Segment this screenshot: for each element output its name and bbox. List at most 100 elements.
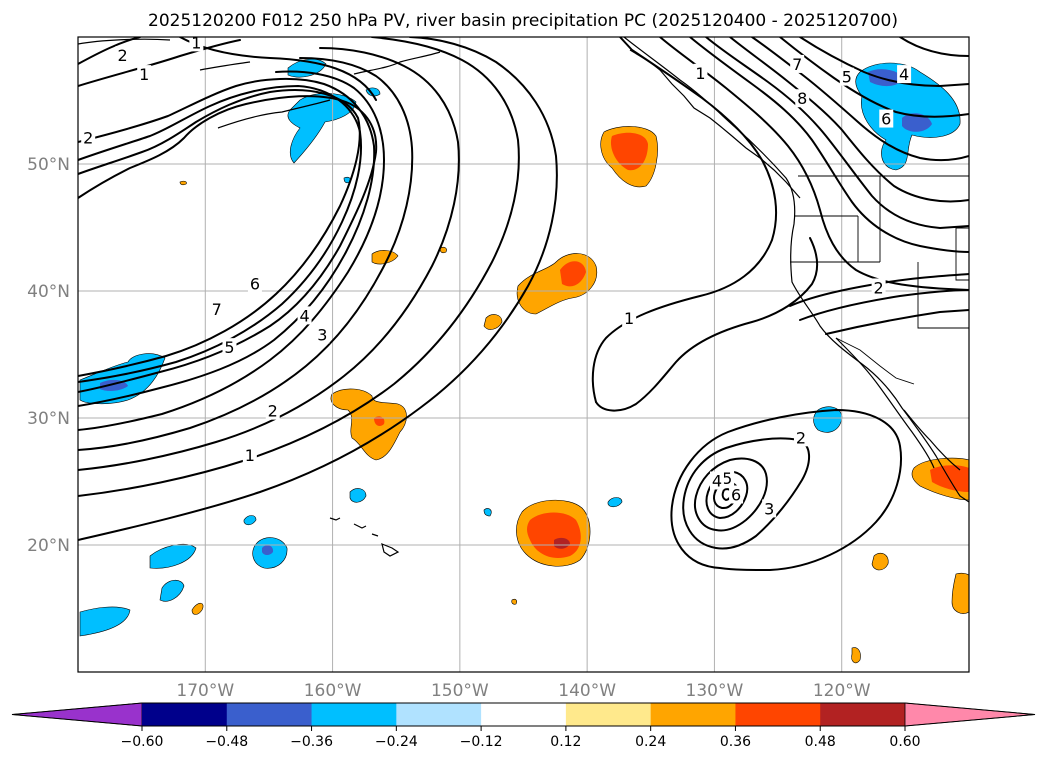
precip-negative-region bbox=[607, 497, 623, 508]
colorbar-extend-min bbox=[11, 702, 143, 727]
pv-contour-line bbox=[779, 37, 969, 118]
contour-label-bg bbox=[81, 128, 96, 147]
pv-contour-line bbox=[78, 47, 460, 471]
pv-contour-label: 8 bbox=[797, 89, 807, 108]
colorbar-tick-label: −0.24 bbox=[375, 734, 418, 750]
pv-contour-line bbox=[78, 85, 363, 383]
pv-contour-line bbox=[670, 409, 902, 571]
pv-contour-label: 4 bbox=[299, 306, 309, 325]
pv-contour-line bbox=[78, 37, 520, 497]
colorbar-tick-label: −0.48 bbox=[205, 734, 248, 750]
lat-axis-labels: 20°N 30°N 40°N 50°N bbox=[27, 155, 70, 556]
colorbar-tick-label: 0.36 bbox=[720, 734, 751, 750]
colorbar-segment bbox=[820, 703, 906, 726]
precip-positive-region bbox=[330, 388, 407, 461]
colorbar-segment bbox=[311, 703, 397, 726]
precip-positive-core bbox=[560, 261, 586, 287]
colorbar-tick-label: −0.60 bbox=[121, 734, 164, 750]
pv-contour-line bbox=[659, 37, 969, 291]
pv-contour-line bbox=[705, 37, 969, 229]
contour-label-bg bbox=[297, 306, 312, 325]
contour-label-bg bbox=[137, 65, 152, 84]
colorbar-segment bbox=[565, 703, 652, 726]
contour-label-bg bbox=[839, 67, 854, 86]
precip-negative-region bbox=[79, 606, 131, 637]
contour-label-bg bbox=[729, 485, 744, 504]
us-state-borders bbox=[790, 176, 969, 329]
pv-contour-label: 6 bbox=[881, 110, 891, 129]
figure-title: 2025120200 F012 250 hPa PV, river basin … bbox=[148, 11, 898, 31]
pv-contour-label: 2 bbox=[117, 46, 127, 65]
lat-tick-label: 30°N bbox=[27, 409, 70, 429]
island-chain bbox=[329, 517, 400, 557]
precip-positive-deep bbox=[554, 537, 570, 549]
lon-tick-label: 170°W bbox=[176, 681, 234, 701]
pv-contour-line bbox=[751, 37, 969, 162]
precip-positive-region bbox=[371, 250, 399, 265]
contour-label-bg bbox=[315, 325, 330, 344]
colorbar-tick-label: 0.60 bbox=[889, 734, 920, 750]
lon-axis-labels: 170°W 160°W 150°W 140°W 130°W 120°W bbox=[176, 681, 870, 701]
pv-contour-line bbox=[899, 37, 969, 57]
pv-contour-line bbox=[799, 289, 969, 321]
pv-contour-label: 2 bbox=[268, 402, 278, 421]
contour-label-bg bbox=[709, 471, 724, 490]
precip-positive-region bbox=[439, 246, 447, 254]
pv-contour-label: 1 bbox=[695, 64, 705, 83]
lat-tick-label: 50°N bbox=[27, 155, 70, 175]
colorbar: −0.60 −0.48 −0.36 −0.24 −0.12 0.12 0.24 0.36 0.4… bbox=[11, 702, 1036, 750]
contour-label-bg bbox=[897, 65, 912, 84]
pv-contour-label: 2 bbox=[796, 428, 806, 447]
precip-negative-region bbox=[159, 579, 185, 602]
map-frame bbox=[77, 36, 970, 673]
lon-tick-label: 140°W bbox=[558, 681, 616, 701]
contour-label-bg bbox=[879, 109, 894, 128]
pv-contour-line bbox=[179, 37, 377, 101]
colorbar-tick-label: 0.12 bbox=[550, 734, 581, 750]
pv-contour-line bbox=[729, 37, 969, 203]
precip-positive-region bbox=[483, 314, 503, 330]
precip-positive-core bbox=[610, 132, 648, 171]
pv-contour-label: 2 bbox=[83, 129, 93, 148]
bc-fjords bbox=[629, 49, 801, 199]
pv-contour-label: 1 bbox=[245, 446, 255, 465]
us-mexico-border bbox=[835, 337, 915, 385]
gridlines bbox=[78, 37, 969, 672]
contour-label-bg bbox=[247, 274, 262, 293]
pv-contour-line bbox=[591, 37, 778, 403]
colorbar-tick-label: −0.36 bbox=[290, 734, 333, 750]
pv-contour-label: 7 bbox=[212, 300, 222, 319]
pv-contour-line bbox=[78, 37, 141, 65]
pv-contour-label: 7 bbox=[792, 55, 802, 74]
precip-positive-region bbox=[871, 552, 889, 571]
precip-negative-deep bbox=[902, 113, 932, 132]
pv-contour-line bbox=[799, 37, 969, 87]
lon-tick-label: 130°W bbox=[686, 681, 744, 701]
pv-contour-line bbox=[78, 37, 558, 541]
contour-label-bg bbox=[762, 499, 777, 518]
precip-negative-region bbox=[483, 508, 492, 517]
pv-contour-label: 5 bbox=[722, 469, 732, 488]
contour-label-bg bbox=[793, 428, 808, 447]
pv-contour-line bbox=[825, 309, 969, 335]
contour-label-bg bbox=[209, 300, 224, 319]
pv-contour-label: 6 bbox=[250, 275, 260, 294]
contour-label-bg bbox=[622, 308, 637, 327]
colorbar-extend-max bbox=[904, 702, 1036, 727]
pv-contour-line bbox=[689, 37, 969, 253]
colorbar-segment bbox=[142, 703, 228, 726]
pv-contour-label: 4 bbox=[712, 472, 722, 491]
contour-label-bg bbox=[693, 63, 708, 82]
colorbar-tick-label: 0.48 bbox=[805, 734, 836, 750]
precip-negative-region bbox=[287, 93, 357, 164]
contour-label-bg bbox=[115, 46, 130, 65]
precip-negative-deep bbox=[262, 545, 274, 555]
pv-contour-line bbox=[78, 77, 376, 407]
colorbar-segment bbox=[226, 703, 313, 726]
pv-contour-label: 1 bbox=[139, 65, 149, 84]
pv-contour-line bbox=[78, 95, 378, 393]
lon-tick-label: 120°W bbox=[813, 681, 871, 701]
pv-contour-label: 5 bbox=[842, 68, 852, 87]
pv-contour-label: 3 bbox=[764, 499, 774, 518]
